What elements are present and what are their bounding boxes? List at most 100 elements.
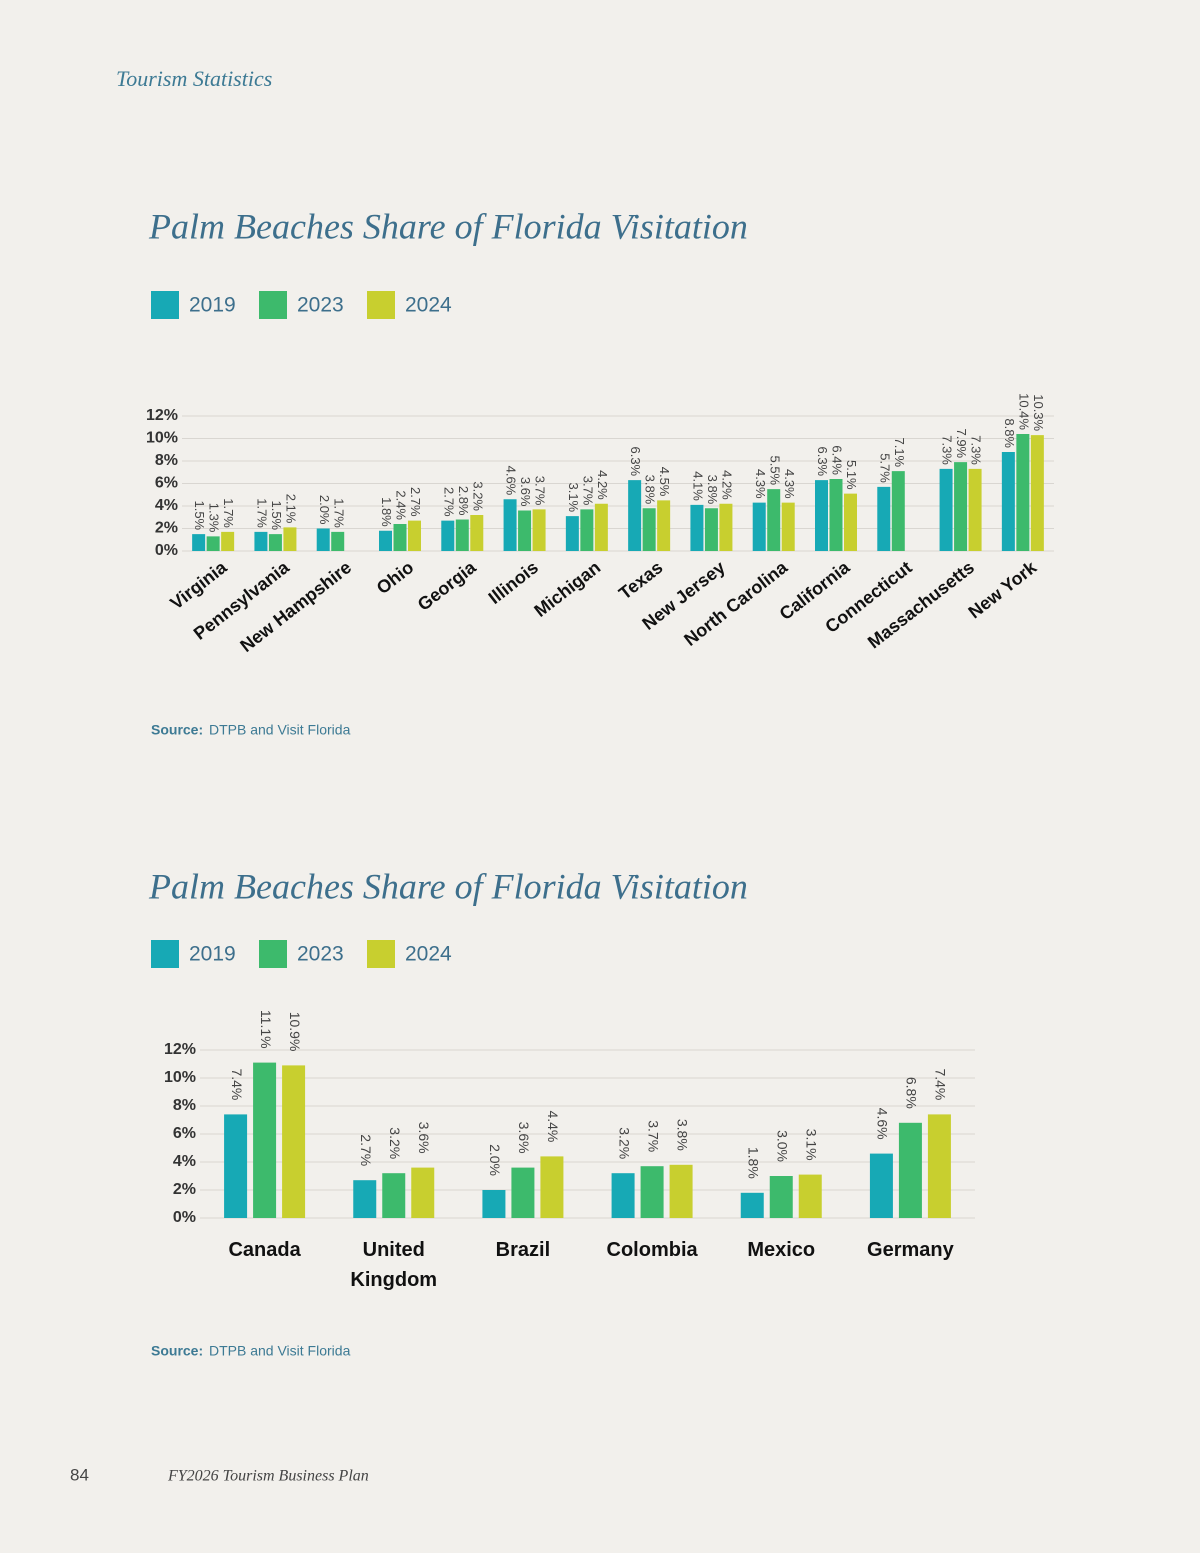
- bar: [254, 531, 268, 551]
- y-tick-label: 0%: [173, 1209, 196, 1226]
- value-label: 3.1%: [804, 1129, 820, 1161]
- value-label: 4.6%: [504, 466, 519, 496]
- value-label: 7.4%: [229, 1068, 245, 1100]
- bar: [382, 1173, 406, 1218]
- value-label: 8.8%: [1002, 418, 1017, 448]
- bar: [891, 471, 905, 551]
- source-label: Source:: [151, 1343, 203, 1359]
- value-label: 3.6%: [516, 1122, 532, 1154]
- chart-title: Palm Beaches Share of Florida Visitation: [148, 866, 748, 906]
- bar: [282, 1065, 306, 1218]
- y-tick-label: 0%: [155, 542, 178, 559]
- value-label: 4.4%: [545, 1110, 561, 1142]
- bar: [877, 486, 891, 551]
- bar: [829, 479, 843, 551]
- source-text: DTPB and Visit Florida: [209, 1343, 351, 1359]
- bar: [455, 519, 469, 551]
- bar: [283, 527, 297, 551]
- value-label: 2.8%: [456, 486, 471, 516]
- bar: [379, 530, 392, 551]
- value-label: 11.1%: [258, 1010, 274, 1049]
- value-label: 4.2%: [595, 470, 610, 500]
- bar: [657, 500, 671, 551]
- legend-label: 2023: [297, 943, 344, 966]
- legend-label: 2019: [189, 294, 236, 317]
- bar: [353, 1180, 377, 1218]
- footer-title: FY2026 Tourism Business Plan: [167, 1468, 369, 1485]
- value-label: 1.3%: [207, 503, 222, 533]
- bar: [511, 1167, 535, 1218]
- value-label: 4.6%: [875, 1108, 891, 1140]
- value-label: 3.8%: [674, 1119, 690, 1151]
- value-label: 5.1%: [844, 460, 859, 490]
- y-tick-label: 2%: [173, 1181, 196, 1198]
- y-tick-label: 2%: [155, 520, 178, 537]
- y-tick-label: 12%: [164, 1041, 196, 1058]
- y-tick-label: 12%: [146, 407, 178, 424]
- value-label: 3.6%: [518, 477, 533, 507]
- bar: [1016, 434, 1030, 551]
- value-label: 1.7%: [331, 498, 346, 528]
- value-label: 3.7%: [645, 1120, 661, 1152]
- value-label: 4.5%: [657, 467, 672, 497]
- legend-label: 2024: [405, 294, 452, 317]
- bar: [669, 1164, 693, 1218]
- value-label: 3.7%: [580, 476, 595, 506]
- bar: [740, 1192, 764, 1218]
- value-label: 1.7%: [254, 498, 269, 528]
- value-label: 3.8%: [643, 475, 658, 505]
- bar: [482, 1190, 506, 1218]
- bar: [594, 503, 608, 551]
- value-label: 4.3%: [753, 469, 768, 499]
- value-label: 3.7%: [533, 476, 548, 506]
- legend-label: 2019: [189, 943, 236, 966]
- bar: [206, 536, 220, 551]
- bar: [411, 1167, 435, 1218]
- value-label: 3.0%: [775, 1130, 791, 1162]
- value-label: 7.4%: [933, 1068, 949, 1100]
- bar: [192, 534, 206, 551]
- value-label: 7.1%: [892, 437, 907, 467]
- value-label: 4.1%: [690, 471, 705, 501]
- y-tick-label: 10%: [146, 430, 178, 447]
- value-label: 6.4%: [830, 445, 845, 475]
- x-tick-label: Brazil: [496, 1239, 550, 1261]
- value-label: 4.2%: [719, 470, 734, 500]
- legend-label: 2023: [297, 294, 344, 317]
- bar: [518, 510, 532, 551]
- bar: [532, 509, 546, 551]
- value-label: 2.7%: [358, 1134, 374, 1166]
- x-tick-label: Colombia: [607, 1239, 699, 1261]
- bar: [869, 1153, 893, 1218]
- x-tick-label: Mexico: [747, 1239, 815, 1261]
- x-tick-label: Canada: [228, 1239, 301, 1261]
- y-tick-label: 8%: [173, 1097, 196, 1114]
- x-tick-label: United Kingdom: [350, 1239, 437, 1291]
- value-label: 2.0%: [487, 1144, 503, 1176]
- bar: [393, 524, 407, 551]
- value-label: 6.3%: [628, 446, 643, 476]
- bar: [611, 1173, 635, 1218]
- bar: [1001, 452, 1015, 551]
- bar: [767, 489, 781, 551]
- bar: [781, 502, 795, 551]
- bar: [815, 480, 828, 551]
- value-label: 1.5%: [192, 500, 207, 530]
- value-label: 2.1%: [283, 494, 298, 524]
- value-label: 2.7%: [408, 487, 423, 517]
- bar: [221, 531, 235, 551]
- legend-swatch: [367, 940, 395, 968]
- value-label: 10.9%: [287, 1012, 303, 1052]
- bar: [316, 528, 330, 551]
- legend-swatch: [259, 940, 287, 968]
- bar: [565, 516, 579, 551]
- bar: [769, 1176, 793, 1218]
- source-label: Source:: [151, 722, 203, 738]
- y-tick-label: 8%: [155, 452, 178, 469]
- y-tick-label: 10%: [164, 1069, 196, 1086]
- value-label: 3.1%: [566, 482, 581, 512]
- y-tick-label: 4%: [173, 1153, 196, 1170]
- bar: [954, 462, 968, 551]
